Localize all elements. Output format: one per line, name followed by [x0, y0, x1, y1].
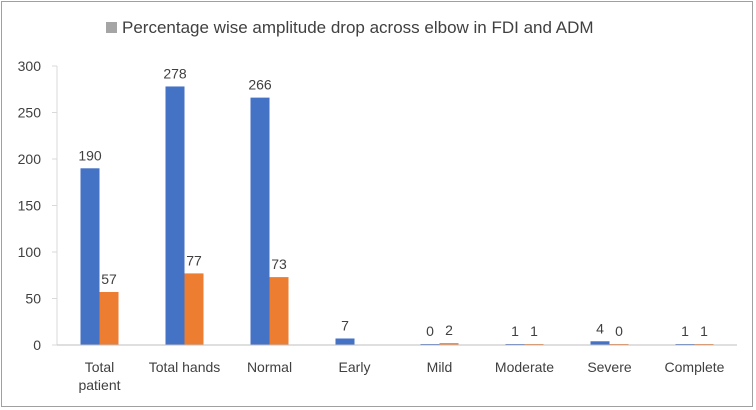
bar [336, 338, 355, 345]
legend: Percentage wise amplitude drop across el… [106, 18, 594, 37]
bar [185, 273, 204, 345]
data-label: 278 [163, 65, 187, 81]
x-category-label: Total hands [149, 359, 221, 375]
bar [251, 98, 270, 345]
bar [270, 277, 289, 345]
y-tick-label: 0 [33, 337, 41, 353]
x-category-label: Complete [665, 359, 725, 375]
y-tick-label: 300 [18, 58, 42, 74]
y-tick-label: 250 [18, 105, 42, 121]
x-category-label: Early [339, 359, 371, 375]
y-axis: 0 50 100 150 200 250 300 [18, 58, 57, 353]
legend-marker [106, 22, 117, 33]
y-tick-label: 50 [25, 291, 41, 307]
y-tick-label: 150 [18, 198, 42, 214]
bar [100, 292, 119, 345]
data-label: 2 [445, 322, 453, 338]
data-label: 57 [101, 271, 117, 287]
data-label: 1 [511, 323, 519, 339]
legend-label: Percentage wise amplitude drop across el… [122, 18, 594, 37]
data-label: 7 [341, 317, 349, 333]
x-category-label: Normal [247, 359, 292, 375]
data-label: 4 [596, 320, 604, 336]
data-label: 190 [78, 147, 102, 163]
data-label: 73 [271, 256, 287, 272]
data-label: 0 [615, 323, 623, 339]
y-tick-label: 100 [18, 244, 42, 260]
x-axis: Total patient Total hands Normal Early Mild Mo… [78, 359, 724, 393]
x-category-label: Moderate [495, 359, 554, 375]
bar-chart: Percentage wise amplitude drop across el… [0, 0, 756, 410]
bars [81, 86, 714, 345]
x-category-label: Total patient [78, 359, 120, 393]
y-tick-label: 200 [18, 151, 42, 167]
data-label: 1 [700, 323, 708, 339]
bar [591, 341, 610, 345]
data-label: 1 [681, 323, 689, 339]
x-category-label: Mild [427, 359, 453, 375]
bar [81, 168, 100, 345]
x-category-label: Severe [587, 359, 632, 375]
data-label: 0 [426, 323, 434, 339]
data-label: 77 [186, 252, 202, 268]
data-label: 1 [530, 323, 538, 339]
data-label: 266 [248, 77, 272, 93]
bar [166, 86, 185, 345]
